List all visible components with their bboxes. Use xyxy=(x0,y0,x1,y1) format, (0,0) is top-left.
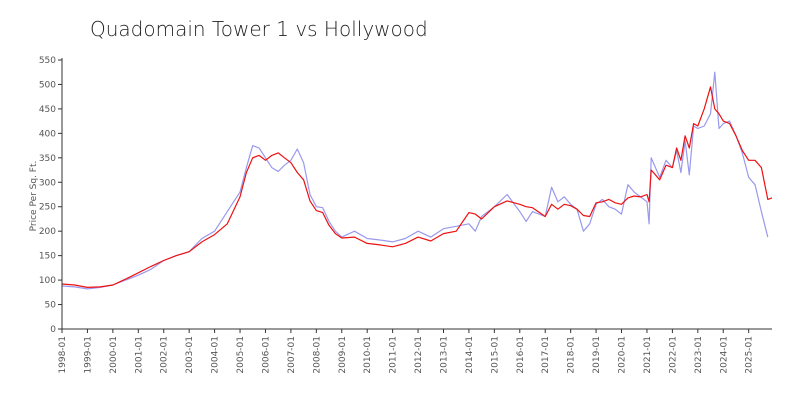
y-tick-label: 500 xyxy=(39,80,56,90)
x-tick-label: 2002-01 xyxy=(160,336,170,374)
x-tick-label: 2010-01 xyxy=(363,336,373,374)
x-tick-label: 2023-01 xyxy=(694,336,704,374)
x-tick-label: 2016-01 xyxy=(516,336,526,374)
x-axis: 1998-01 1999-01 2000-01 2001-01 2002-01 2003-… xyxy=(58,329,755,374)
y-tick-label: 300 xyxy=(39,178,56,188)
x-tick-label: 2011-01 xyxy=(389,336,399,374)
x-tick-label: 2021-01 xyxy=(643,336,653,374)
series-line-2 xyxy=(61,86,773,288)
x-tick-label: 2007-01 xyxy=(287,336,297,374)
y-axis: 0 50 100 150 200 250 300 350 400 450 500 550 xyxy=(39,56,62,335)
x-tick-label: 2005-01 xyxy=(236,336,246,374)
x-tick-label: 2003-01 xyxy=(185,336,195,374)
x-tick-label: 1999-01 xyxy=(83,336,93,374)
y-tick-label: 100 xyxy=(39,276,56,286)
x-tick-label: 2009-01 xyxy=(338,336,348,374)
x-tick-label: 2004-01 xyxy=(211,336,221,374)
x-tick-label: 2012-01 xyxy=(414,336,424,374)
y-tick-label: 350 xyxy=(39,154,56,164)
x-tick-label: 2024-01 xyxy=(719,336,729,374)
x-tick-label: 2020-01 xyxy=(618,336,628,374)
x-tick-label: 2008-01 xyxy=(312,336,322,374)
y-tick-label: 0 xyxy=(50,325,56,335)
y-tick-label: 400 xyxy=(39,129,56,139)
x-tick-label: 2015-01 xyxy=(490,336,500,374)
x-tick-label: 2022-01 xyxy=(668,336,678,374)
x-tick-label: 1998-01 xyxy=(58,336,68,374)
x-tick-label: 2006-01 xyxy=(261,336,271,374)
series-group xyxy=(61,71,773,290)
x-tick-label: 2000-01 xyxy=(109,336,119,374)
x-tick-label: 2014-01 xyxy=(465,336,475,374)
y-tick-label: 50 xyxy=(45,301,57,311)
series-line-1 xyxy=(61,71,769,290)
x-tick-label: 2001-01 xyxy=(134,336,144,374)
x-tick-label: 2013-01 xyxy=(439,336,449,374)
y-tick-label: 150 xyxy=(39,252,56,262)
x-tick-label: 2018-01 xyxy=(567,336,577,374)
x-tick-label: 2017-01 xyxy=(541,336,551,374)
y-tick-label: 250 xyxy=(39,203,56,213)
y-tick-label: 450 xyxy=(39,105,56,115)
y-axis-label: Price Per Sq. Ft. xyxy=(29,161,39,232)
y-tick-label: 200 xyxy=(39,227,56,237)
chart-title: Quadomain Tower 1 vs Hollywood xyxy=(90,17,428,41)
y-tick-label: 550 xyxy=(39,56,56,66)
x-tick-label: 2025-01 xyxy=(745,336,755,374)
x-tick-label: 2019-01 xyxy=(592,336,602,374)
